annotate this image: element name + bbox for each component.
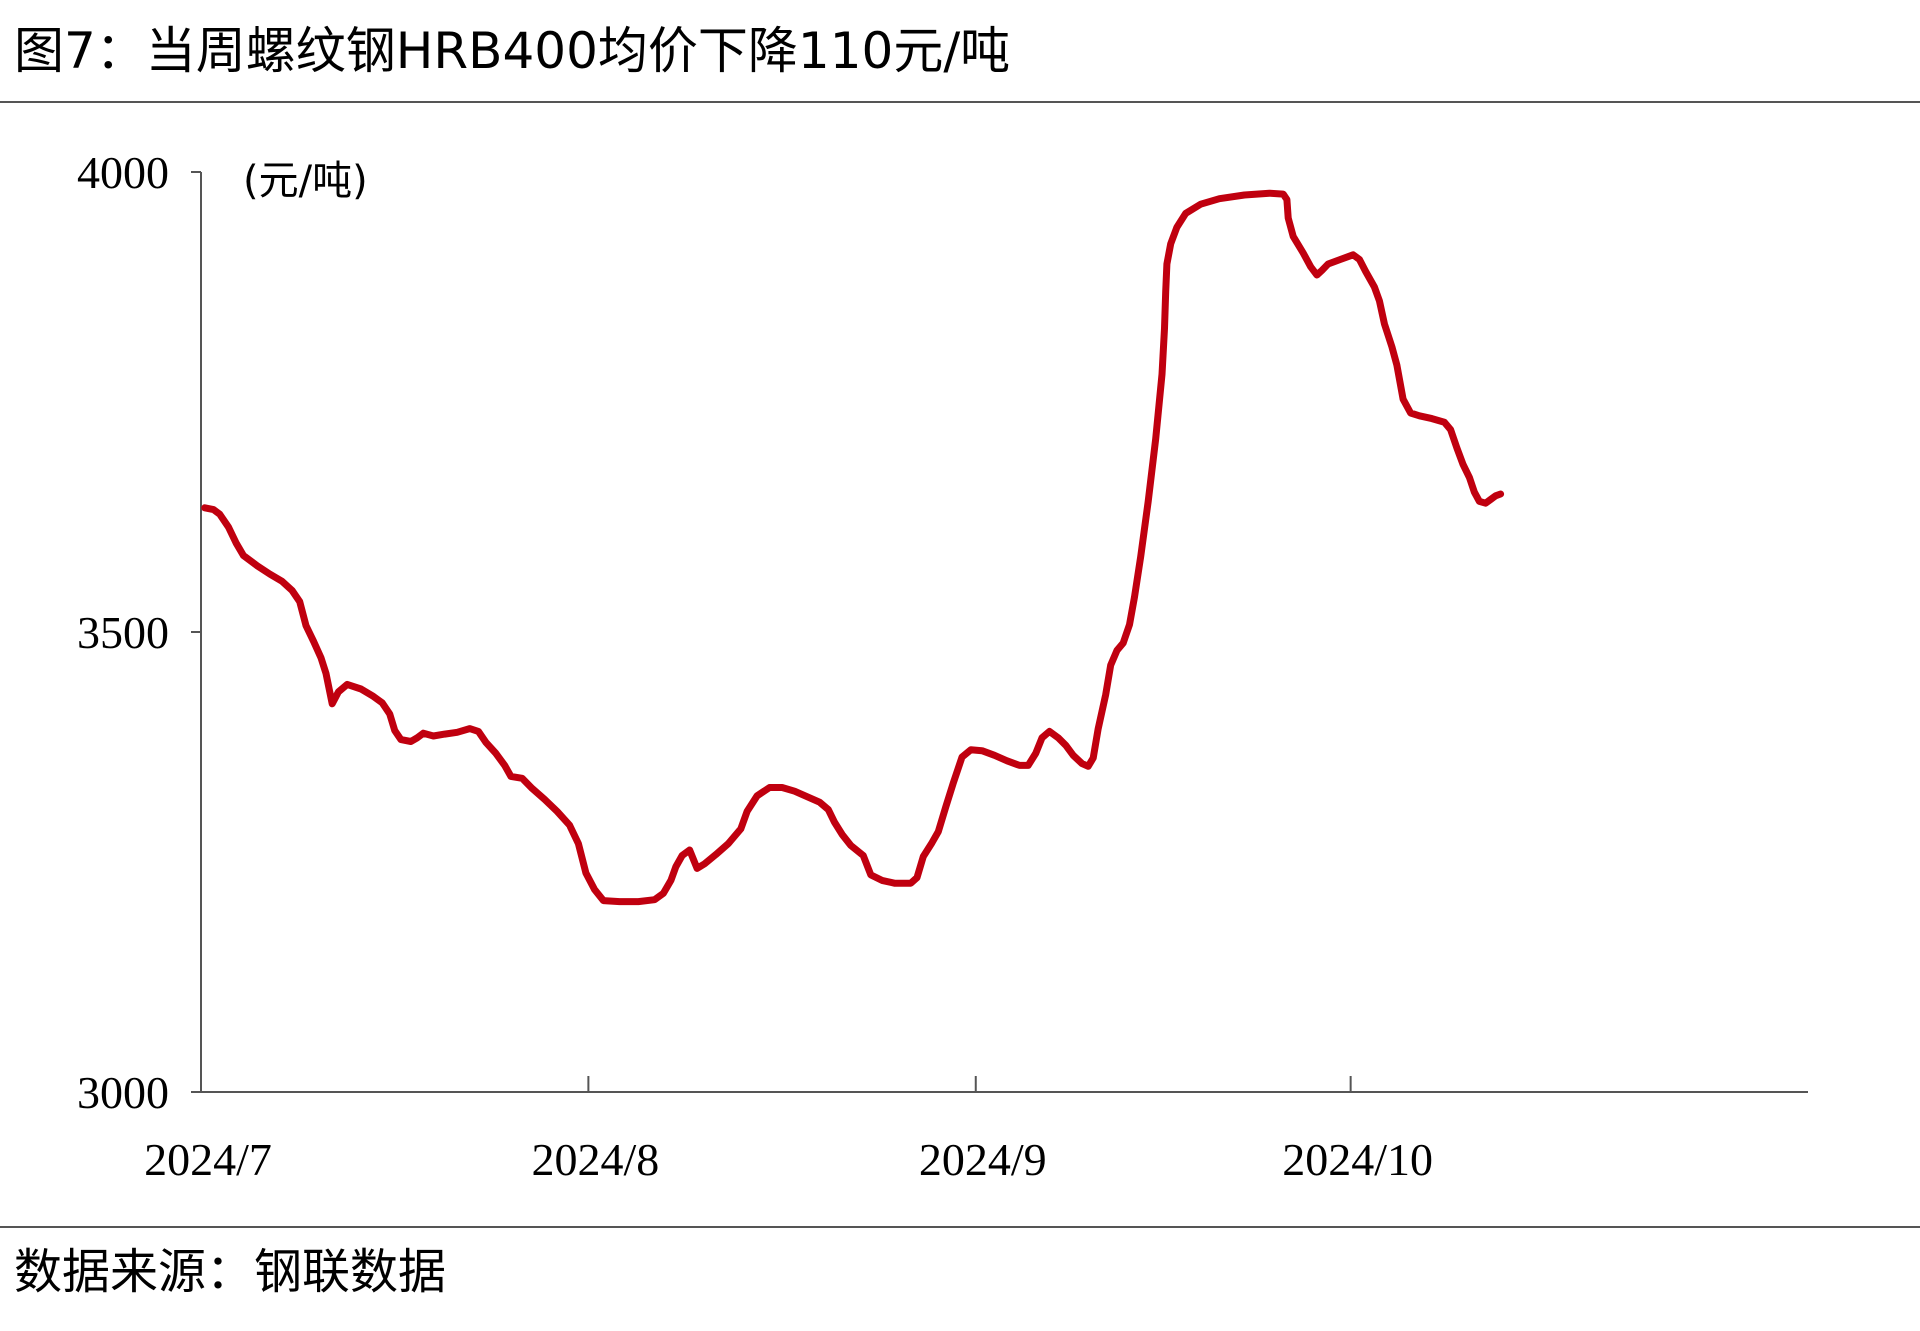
chart-ticks: 3000 3500 4000 2024/7 2024/8 2024/9 2024/10 xyxy=(77,147,1433,1185)
series-line xyxy=(201,189,1505,906)
y-tick-label: 3500 xyxy=(77,607,169,658)
y-tick-label: 4000 xyxy=(77,147,169,198)
figure-title: 图7：当周螺纹钢HRB400均价下降110元/吨 xyxy=(14,22,1011,80)
chart-axes xyxy=(200,172,1808,1093)
x-tick-label: 2024/9 xyxy=(919,1134,1047,1185)
x-tick-label: 2024/10 xyxy=(1282,1134,1433,1185)
chart-series xyxy=(201,189,1505,906)
footer-divider xyxy=(0,1226,1920,1228)
x-tick-label: 2024/8 xyxy=(531,1134,659,1185)
y-tick-label: 3000 xyxy=(77,1067,169,1118)
source-note: 数据来源：钢联数据 xyxy=(14,1244,447,1300)
title-divider xyxy=(0,101,1920,103)
y-unit-label: (元/吨) xyxy=(243,158,368,204)
x-tick-label: 2024/7 xyxy=(144,1134,272,1185)
